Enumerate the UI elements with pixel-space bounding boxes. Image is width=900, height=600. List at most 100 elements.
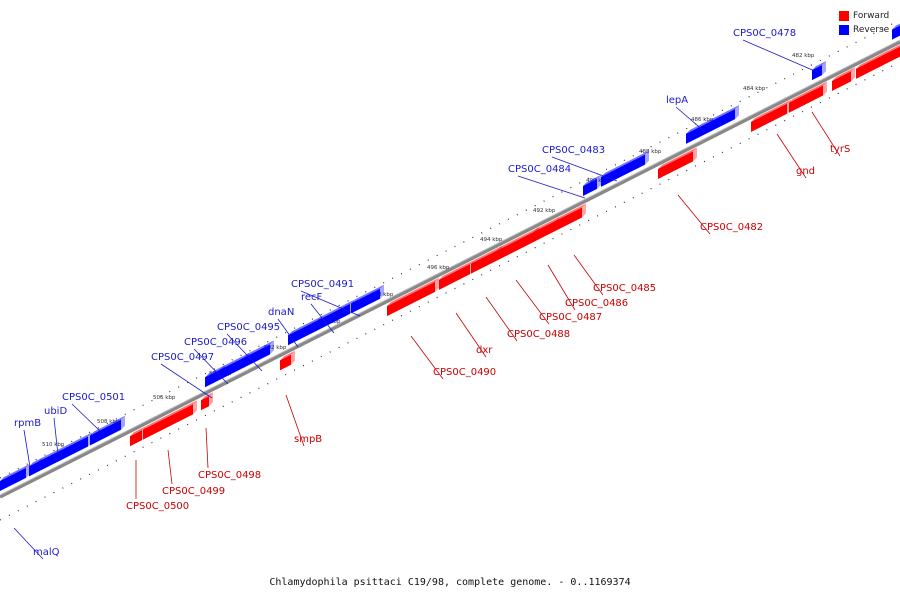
svg-text:CPS0C_0501: CPS0C_0501: [62, 392, 125, 403]
forward-gene-block: [789, 81, 827, 113]
reverse-gene-block: [288, 316, 322, 346]
tick-labels: 482 kbp 484 kbp 486 kbp 488 kbp 490 kbp 492 k…: [42, 53, 815, 448]
forward-gene-block: [387, 277, 439, 317]
forward-gene-block: [280, 350, 295, 371]
reverse-gene-block: [351, 284, 384, 314]
forward-gene-block: [201, 392, 213, 411]
gene-label-cps0c_0498: CPS0C_0498: [198, 427, 261, 481]
tick-label: 494 kbp: [480, 237, 503, 243]
backbone-highlight: [0, 39, 900, 496]
genome-caption: Chlamydophila psittaci C19/98, complete …: [269, 577, 631, 588]
svg-text:recF: recF: [301, 292, 323, 303]
svg-text:CPS0C_0487: CPS0C_0487: [539, 312, 602, 323]
forward-gene-block: [856, 44, 900, 79]
reverse-gene-block: [0, 463, 30, 491]
gene-label-dnan: dnaN: [268, 307, 299, 348]
reverse-gene-block: [29, 457, 42, 477]
gene-label-cps0c_0485: CPS0C_0485: [573, 254, 656, 296]
forward-gene-block: [555, 203, 586, 232]
forward-gene-block: [130, 426, 146, 447]
svg-text:CPS0C_0490: CPS0C_0490: [433, 367, 496, 378]
svg-text:rpmB: rpmB: [14, 418, 41, 429]
svg-text:lepA: lepA: [666, 95, 688, 106]
forward-gene-block: [439, 260, 474, 290]
forward-gene-block: [658, 147, 697, 180]
forward-swatch: [839, 11, 849, 21]
gene-label-cps0c_0484: CPS0C_0484: [508, 164, 586, 199]
tick-label: 492 kbp: [533, 208, 556, 214]
gene-label-dxr: dxr: [455, 312, 493, 358]
svg-text:CPS0C_0478: CPS0C_0478: [733, 28, 796, 39]
gene-label-cps0c_0483: CPS0C_0483: [542, 145, 618, 182]
tick-label: 502 kbp: [264, 345, 287, 351]
gene-label-cps0c_0482: CPS0C_0482: [677, 194, 763, 235]
forward-gene-block: [751, 99, 791, 132]
gene-label-lepa: lepA: [666, 95, 706, 133]
reverse-gene-block: [205, 365, 225, 388]
svg-text:ubiD: ubiD: [44, 406, 67, 417]
gene-label-malq: malQ: [13, 527, 60, 560]
svg-text:CPS0C_0486: CPS0C_0486: [565, 298, 628, 309]
legend-forward: Forward: [839, 9, 900, 23]
reverse-swatch: [839, 25, 849, 35]
svg-text:CPS0C_0499: CPS0C_0499: [162, 486, 225, 497]
gene-label-cps0c_0497: CPS0C_0497: [151, 352, 214, 399]
gene-label-cps0c_0500: CPS0C_0500: [126, 460, 189, 512]
gene-label-recf: recF: [301, 292, 335, 334]
genome-backbone: [0, 39, 900, 499]
svg-text:gnd: gnd: [796, 166, 815, 177]
strand-legend: Forward Reverse: [839, 9, 900, 37]
gene-label-tyrs: tyrS: [811, 111, 850, 157]
svg-text:CPS0C_0495: CPS0C_0495: [217, 322, 280, 333]
svg-text:CPS0C_0500: CPS0C_0500: [126, 501, 189, 512]
gene-label-cps0c_0499: CPS0C_0499: [162, 449, 225, 497]
reverse-gene-block: [892, 23, 900, 40]
legend-forward-label: Forward: [853, 11, 890, 21]
forward-gene-block: [497, 227, 539, 261]
gene-label-gnd: gnd: [776, 133, 815, 179]
svg-text:smpB: smpB: [294, 434, 322, 445]
reverse-gene-block: [812, 61, 826, 81]
tick-label: 488 kbp: [639, 149, 662, 155]
tick-label: 490 kbp: [586, 178, 609, 184]
svg-text:CPS0C_0485: CPS0C_0485: [593, 283, 656, 294]
svg-text:CPS0C_0483: CPS0C_0483: [542, 145, 605, 156]
tick-row-1: [0, 61, 900, 521]
gene-label-cps0c_0490: CPS0C_0490: [410, 335, 496, 380]
svg-text:CPS0C_0491: CPS0C_0491: [291, 279, 354, 290]
tick-label: 486 kbp: [691, 117, 714, 123]
gene-label-ubid: ubiD: [44, 406, 67, 456]
svg-text:tyrS: tyrS: [830, 144, 850, 155]
svg-text:dxr: dxr: [476, 345, 493, 356]
gene-label-cps0c_0487: CPS0C_0487: [515, 279, 602, 325]
legend-reverse: Reverse: [839, 23, 900, 37]
legend-reverse-label: Reverse: [853, 25, 890, 35]
svg-text:CPS0C_0488: CPS0C_0488: [507, 329, 570, 340]
tick-label: 496 kbp: [427, 265, 450, 271]
svg-text:malQ: malQ: [33, 547, 60, 558]
gene-label-cps0c_0478: CPS0C_0478: [733, 28, 818, 73]
tick-label: 498 kbp: [371, 292, 394, 298]
forward-gene-block: [533, 217, 559, 243]
gene-label-cps0c_0486: CPS0C_0486: [547, 264, 628, 311]
gene-label-cps0c_0501: CPS0C_0501: [62, 392, 125, 432]
tick-label: 508 kbp: [97, 419, 120, 425]
svg-text:CPS0C_0498: CPS0C_0498: [198, 470, 261, 481]
svg-text:CPS0C_0482: CPS0C_0482: [700, 222, 763, 233]
gene-label-rpmb: rpmB: [14, 418, 41, 468]
tick-label: 482 kbp: [792, 53, 815, 59]
tick-label: 484 kbp: [743, 86, 766, 92]
gene-label-smpb: smpB: [285, 394, 322, 447]
gene-features: [0, 23, 900, 491]
tick-label: 506 kbp: [153, 395, 176, 401]
gene-label-cps0c_0488: CPS0C_0488: [485, 296, 570, 342]
backbone-line: [0, 40, 900, 499]
forward-gene-block: [143, 400, 197, 440]
gene-label-cps0c_0495: CPS0C_0495: [217, 322, 280, 372]
svg-text:CPS0C_0496: CPS0C_0496: [184, 337, 247, 348]
gene-label-cps0c_0491: CPS0C_0491: [291, 279, 361, 317]
reverse-gene-block: [583, 174, 601, 197]
svg-text:CPS0C_0497: CPS0C_0497: [151, 352, 214, 363]
reverse-gene-block: [38, 432, 92, 472]
